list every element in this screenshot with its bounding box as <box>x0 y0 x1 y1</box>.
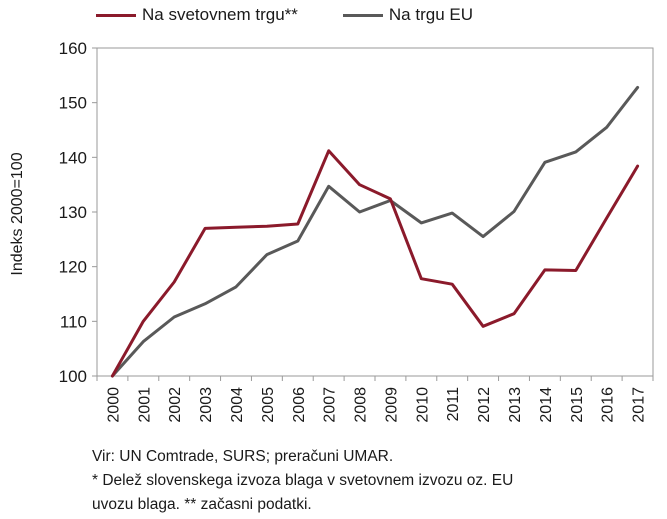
x-tick-label: 2016 <box>600 387 617 423</box>
legend-label-eu: Na trgu EU <box>388 5 473 24</box>
footnote-line-1: * Delež slovenskega izvoza blaga v sveto… <box>92 472 514 489</box>
x-tick-label: 2006 <box>291 387 308 423</box>
line-chart: 100 110 120 130 140 150 160 2000 2001 2002 2003 200… <box>59 39 654 423</box>
legend-item-world: Na svetovnem trgu** <box>96 5 298 25</box>
x-tick-label: 2008 <box>353 387 370 423</box>
plot-frame <box>96 47 654 377</box>
x-tick-label: 2002 <box>167 387 184 423</box>
x-tick-label: 2004 <box>229 387 246 423</box>
x-tick-label: 2000 <box>105 387 122 423</box>
y-tick-label: 110 <box>60 312 87 331</box>
y-tick-label: 100 <box>59 367 87 386</box>
x-tick-label: 2003 <box>198 387 215 423</box>
y-tick-label: 130 <box>59 203 87 222</box>
chart-legend: Na svetovnem trgu** Na trgu EU <box>96 5 518 25</box>
x-tick-label: 2011 <box>445 387 462 422</box>
x-tick-label: 2013 <box>507 387 524 423</box>
y-tick-label: 150 <box>59 94 87 113</box>
series-line-world <box>110 149 640 378</box>
legend-label-world: Na svetovnem trgu** <box>142 5 298 24</box>
x-tick-label: 2012 <box>476 387 493 423</box>
footnote-line-2: uvozu blaga. ** začasni podatki. <box>92 496 312 513</box>
legend-item-eu: Na trgu EU <box>342 5 473 25</box>
y-tick-label: 120 <box>59 258 87 277</box>
y-tick-label: 140 <box>59 148 87 167</box>
x-tick-label: 2017 <box>631 387 648 423</box>
legend-swatch-world <box>96 13 136 17</box>
y-tick-label: 160 <box>59 39 87 58</box>
x-tick-label: 2015 <box>569 387 586 423</box>
legend-swatch-eu <box>342 13 383 17</box>
source-note: Vir: UN Comtrade, SURS; preračuni UMAR. <box>92 448 394 465</box>
x-tick-label: 2009 <box>383 387 400 423</box>
series-line-eu <box>110 85 640 378</box>
x-tick-label: 2007 <box>322 387 339 423</box>
x-tick-label: 2001 <box>136 387 153 423</box>
x-tick-label: 2014 <box>538 387 555 423</box>
x-tick-label: 2005 <box>260 387 277 423</box>
chart-notes: Vir: UN Comtrade, SURS; preračuni UMAR. … <box>92 445 513 517</box>
x-tick-label: 2010 <box>414 387 431 423</box>
